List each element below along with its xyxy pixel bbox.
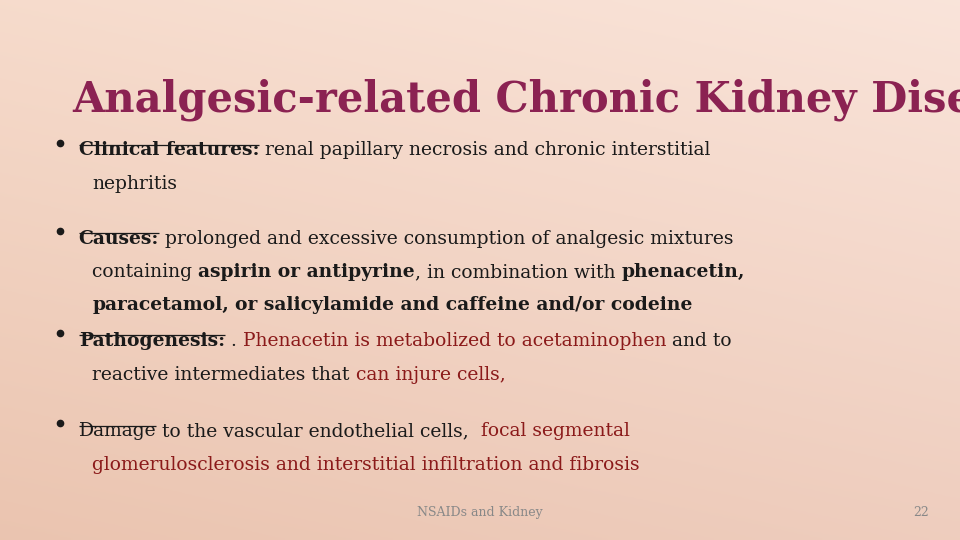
Text: Phenacetin is metabolized to acetaminophen: Phenacetin is metabolized to acetaminoph… [243, 332, 666, 350]
Text: and to: and to [666, 332, 732, 350]
Text: .: . [225, 332, 243, 350]
Text: Clinical features:: Clinical features: [79, 141, 259, 159]
Text: Analgesic-related Chronic Kidney Disease: Analgesic-related Chronic Kidney Disease [72, 78, 960, 121]
Text: Damage: Damage [79, 422, 156, 440]
Text: to the vascular endothelial cells,: to the vascular endothelial cells, [156, 422, 481, 440]
Text: Causes:: Causes: [79, 230, 159, 247]
Text: Pathogenesis:: Pathogenesis: [79, 332, 225, 350]
Text: or salicylamide and caffeine and/or codeine: or salicylamide and caffeine and/or code… [235, 296, 692, 314]
Text: focal segmental: focal segmental [481, 422, 630, 440]
Text: nephritis: nephritis [92, 175, 178, 193]
Text: paracetamol,: paracetamol, [92, 296, 229, 314]
Text: glomerulosclerosis and interstitial infiltration and fibrosis: glomerulosclerosis and interstitial infi… [92, 456, 639, 474]
Text: reactive intermediates that: reactive intermediates that [92, 366, 355, 383]
Text: containing: containing [92, 263, 198, 281]
Text: can injure cells,: can injure cells, [355, 366, 505, 383]
Text: phenacetin,: phenacetin, [621, 263, 745, 281]
Text: renal papillary necrosis and chronic interstitial: renal papillary necrosis and chronic int… [259, 141, 710, 159]
Text: , in combination with: , in combination with [415, 263, 621, 281]
Text: 22: 22 [914, 507, 929, 519]
Text: prolonged and excessive consumption of analgesic mixtures: prolonged and excessive consumption of a… [159, 230, 733, 247]
Text: aspirin or antipyrine: aspirin or antipyrine [198, 263, 415, 281]
Text: NSAIDs and Kidney: NSAIDs and Kidney [418, 507, 542, 519]
